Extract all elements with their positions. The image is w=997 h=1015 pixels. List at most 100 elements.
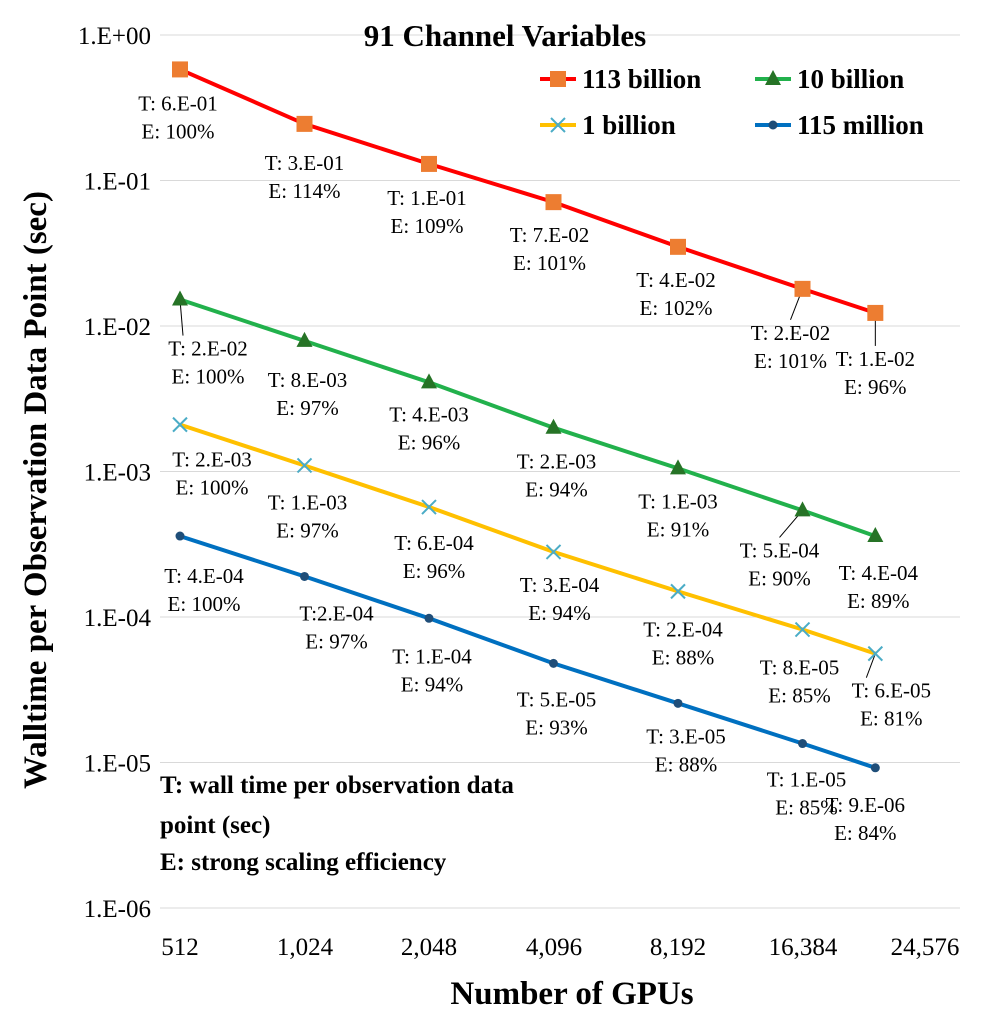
data-label-efficiency: E: 97%	[276, 518, 338, 542]
data-point-marker	[798, 739, 807, 749]
legend-label: 1 billion	[582, 110, 676, 140]
data-label-time: T: 1.E-01	[387, 186, 466, 210]
data-point-marker	[172, 61, 188, 78]
x-tick-labels: 512 1,024 2,048 4,096 8,192 16,384 24,576	[161, 934, 959, 961]
data-label-time: T: 8.E-05	[760, 656, 839, 680]
legend-label: 115 million	[797, 110, 924, 140]
data-label-efficiency: E: 81%	[860, 707, 922, 731]
y-tick-labels: 1.E+00 1.E-01 1.E-02 1.E-03 1.E-04 1.E-05 1.E-…	[78, 23, 152, 923]
x-tick-label: 24,576	[891, 934, 960, 961]
data-label-time: T: 2.E-03	[172, 448, 251, 472]
data-label-efficiency: E: 100%	[172, 365, 245, 389]
data-point-marker	[550, 117, 566, 133]
data-point-marker	[545, 544, 562, 560]
data-label-efficiency: E: 97%	[276, 396, 338, 420]
grid-lines	[160, 34, 960, 909]
legend: 113 billion 10 billion 1 billion 115 millio…	[540, 64, 924, 140]
series-1-billion: T: 2.E-03 E: 100% T: 1.E-03 E: 97% T: 6.E-04…	[172, 416, 931, 731]
data-label-efficiency: E: 96%	[403, 559, 465, 583]
data-label-time: T: 7.E-02	[510, 223, 589, 247]
data-label-time: T: 2.E-02	[751, 321, 830, 345]
data-label-efficiency: E: 85%	[768, 684, 830, 708]
data-point-marker	[421, 499, 437, 515]
data-point-marker	[768, 120, 778, 130]
y-tick-label: 1.E-01	[84, 169, 151, 196]
legend-item: 115 million	[755, 110, 924, 140]
data-label-efficiency: E: 88%	[655, 752, 717, 776]
series-115-million: T: 4.E-04 E: 100% T:2.E-04 E: 97% T: 1.E-04 E…	[164, 531, 905, 845]
data-point-marker	[296, 331, 313, 347]
data-label-time: T: 3.E-04	[520, 573, 600, 597]
data-point-marker	[670, 459, 686, 475]
y-tick-label: 1.E-04	[84, 605, 152, 632]
data-label-time: T: 1.E-02	[836, 347, 915, 371]
data-point-marker	[550, 71, 566, 87]
x-tick-label: 2,048	[401, 934, 457, 961]
legend-label: 10 billion	[797, 64, 904, 94]
data-label-time: T: 1.E-03	[268, 490, 347, 514]
x-tick-label: 1,024	[277, 934, 334, 961]
data-label-efficiency: E: 102%	[640, 296, 713, 320]
data-label-efficiency: E: 84%	[834, 821, 896, 845]
label-leader-line	[865, 653, 876, 678]
data-label-time: T: 4.E-03	[389, 402, 468, 426]
data-label-efficiency: E: 94%	[528, 601, 590, 625]
legend-item: 113 billion	[540, 64, 701, 94]
data-label-efficiency: E: 91%	[647, 517, 709, 541]
data-label-time: T: 4.E-04	[839, 561, 919, 585]
y-tick-label: 1.E-03	[84, 460, 151, 487]
data-point-marker	[296, 115, 313, 132]
data-label-efficiency: E: 96%	[844, 375, 906, 399]
data-label-time: T: 2.E-04	[643, 617, 723, 641]
data-point-marker	[794, 621, 811, 638]
data-label-time: T: 6.E-04	[394, 531, 474, 555]
data-label-time: T: 1.E-05	[767, 768, 846, 792]
chart-title: 91 Channel Variables	[364, 18, 647, 53]
x-tick-label: 512	[161, 934, 199, 961]
data-label-time: T: 6.E-01	[138, 91, 217, 115]
data-point-marker	[296, 457, 313, 474]
data-label-efficiency: E: 89%	[847, 589, 909, 613]
data-label-efficiency: E: 114%	[268, 179, 340, 203]
data-series: T: 6.E-01 E: 100% T: 3.E-01 E: 114% T: 1.E-0…	[138, 61, 931, 845]
data-point-marker	[549, 658, 558, 668]
notes: T: wall time per observation data point …	[160, 772, 514, 876]
x-axis-title: Number of GPUs	[450, 976, 693, 1012]
data-label-time: T: 5.E-05	[517, 687, 596, 711]
data-label-efficiency: E: 96%	[398, 430, 460, 454]
data-point-marker	[424, 613, 434, 623]
data-point-marker	[867, 304, 884, 321]
data-label-time: T: 4.E-02	[636, 268, 715, 292]
data-label-time: T:2.E-04	[299, 601, 374, 625]
data-label-efficiency: E: 88%	[652, 645, 714, 669]
data-label-efficiency: E: 93%	[525, 715, 587, 739]
data-point-marker	[545, 418, 562, 434]
series-113-billion: T: 6.E-01 E: 100% T: 3.E-01 E: 114% T: 1.E-0…	[138, 61, 915, 399]
data-point-marker	[867, 645, 884, 662]
data-label-time: T: 3.E-05	[646, 724, 725, 748]
y-tick-label: 1.E-02	[84, 314, 151, 341]
note-line-2: point (sec)	[160, 812, 270, 839]
note-line-1: T: wall time per observation data	[160, 772, 514, 799]
x-tick-label: 16,384	[769, 934, 838, 961]
data-point-marker	[172, 290, 188, 306]
data-label-efficiency: E: 100%	[168, 592, 241, 616]
data-label-efficiency: E: 100%	[176, 476, 249, 500]
data-label-time: T: 5.E-04	[740, 538, 820, 562]
legend-item: 1 billion	[540, 110, 676, 140]
data-label-time: T: 1.E-04	[392, 644, 472, 668]
data-label-efficiency: E: 100%	[142, 119, 215, 143]
data-label-time: T: 9.E-06	[826, 793, 905, 817]
series-10-billion: T: 2.E-02 E: 100% T: 8.E-03 E: 97% T: 4.E-03…	[168, 290, 919, 613]
data-label-efficiency: E: 109%	[391, 214, 464, 238]
y-axis-title: Walltime per Observation Data Point (sec…	[18, 191, 54, 789]
data-point-marker	[172, 416, 188, 433]
data-point-marker	[673, 698, 683, 708]
data-label-time: T: 2.E-02	[168, 337, 247, 361]
data-point-marker	[794, 501, 811, 517]
x-tick-label: 8,192	[650, 934, 706, 961]
data-label-efficiency: E: 85%	[775, 796, 837, 820]
data-point-marker	[870, 763, 880, 773]
y-tick-label: 1.E-06	[84, 896, 151, 923]
